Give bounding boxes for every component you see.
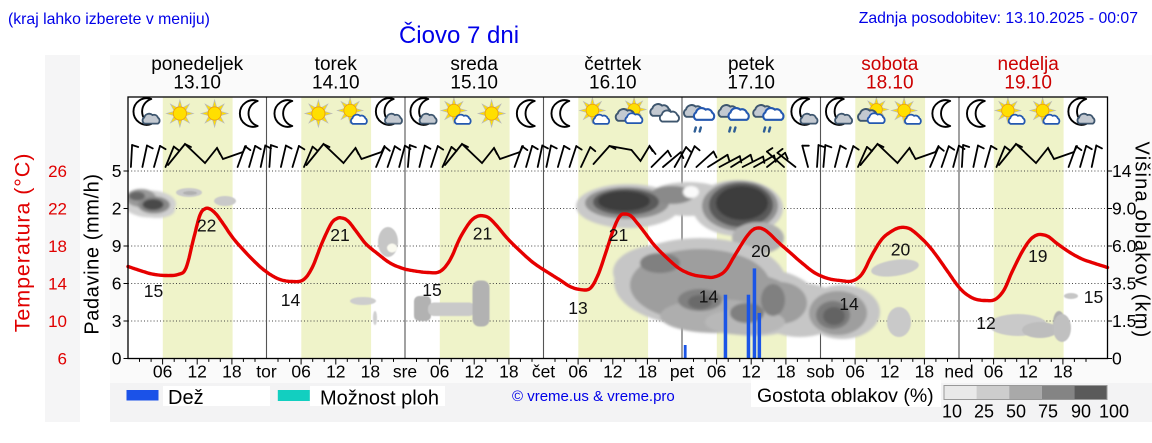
- svg-text:14: 14: [1112, 161, 1132, 181]
- svg-text:Možnost ploh: Možnost ploh: [320, 388, 439, 410]
- svg-text:(kraj lahko izberete v meniju): (kraj lahko izberete v meniju): [8, 11, 210, 28]
- svg-text:21: 21: [473, 224, 492, 244]
- svg-text:16.10: 16.10: [589, 73, 637, 94]
- svg-text:06: 06: [845, 362, 864, 382]
- svg-text:06: 06: [430, 362, 449, 382]
- svg-text:ned: ned: [944, 362, 973, 382]
- svg-text:19: 19: [1028, 246, 1047, 266]
- svg-text:Padavine (mm/h): Padavine (mm/h): [82, 173, 104, 334]
- svg-text:18: 18: [1053, 362, 1072, 382]
- svg-text:06: 06: [291, 362, 310, 382]
- svg-text:20: 20: [751, 241, 771, 261]
- svg-text:sre: sre: [393, 362, 417, 382]
- svg-text:Čiovo 7 dni: Čiovo 7 dni: [399, 21, 519, 49]
- svg-text:Dež: Dež: [168, 387, 204, 409]
- svg-text:18: 18: [915, 362, 934, 382]
- svg-text:18: 18: [222, 362, 241, 382]
- svg-text:18: 18: [361, 362, 380, 382]
- svg-text:15: 15: [144, 281, 163, 301]
- svg-text:18: 18: [499, 362, 518, 382]
- svg-text:torek: torek: [315, 54, 358, 75]
- svg-text:5: 5: [112, 161, 122, 181]
- svg-text:0: 0: [1112, 349, 1122, 369]
- svg-text:12: 12: [880, 362, 899, 382]
- svg-text:21: 21: [330, 225, 349, 245]
- svg-text:Zadnja posodobitev: 13.10.2025: Zadnja posodobitev: 13.10.2025 - 00:07: [859, 10, 1138, 27]
- svg-text:12: 12: [187, 362, 206, 382]
- svg-text:15: 15: [1084, 287, 1103, 307]
- svg-text:18: 18: [776, 362, 795, 382]
- svg-text:12: 12: [976, 313, 995, 333]
- svg-text:14: 14: [699, 287, 719, 307]
- svg-text:sob: sob: [806, 362, 834, 382]
- svg-text:6: 6: [112, 274, 122, 294]
- svg-text:14.10: 14.10: [312, 73, 360, 94]
- svg-text:12: 12: [603, 362, 622, 382]
- svg-text:13.10: 13.10: [173, 73, 221, 94]
- svg-text:13: 13: [568, 298, 587, 318]
- svg-text:nedelja: nedelja: [998, 54, 1060, 75]
- svg-text:14: 14: [48, 275, 67, 294]
- svg-text:50: 50: [1006, 402, 1026, 422]
- svg-text:tor: tor: [256, 362, 277, 382]
- svg-text:18: 18: [638, 362, 657, 382]
- svg-text:14: 14: [839, 294, 859, 314]
- svg-text:100: 100: [1099, 402, 1129, 422]
- svg-text:čet: čet: [532, 362, 555, 382]
- svg-text:17.10: 17.10: [727, 73, 775, 94]
- svg-text:21: 21: [609, 225, 628, 245]
- svg-text:9: 9: [112, 236, 122, 256]
- svg-text:26: 26: [48, 162, 67, 181]
- svg-text:četrtek: četrtek: [584, 54, 642, 75]
- svg-text:sobota: sobota: [861, 54, 918, 75]
- svg-text:Višina oblakov (km): Višina oblakov (km): [1131, 142, 1152, 339]
- svg-text:12: 12: [1018, 362, 1037, 382]
- svg-text:3: 3: [112, 311, 122, 331]
- svg-text:10: 10: [48, 312, 67, 331]
- svg-text:6.0: 6.0: [1112, 236, 1137, 256]
- svg-text:12: 12: [741, 362, 760, 382]
- svg-text:2: 2: [112, 199, 122, 219]
- svg-text:9.0: 9.0: [1112, 199, 1137, 219]
- svg-text:20: 20: [891, 240, 911, 260]
- svg-text:© vreme.us & vreme.pro: © vreme.us & vreme.pro: [512, 388, 675, 405]
- svg-text:90: 90: [1071, 402, 1091, 422]
- svg-text:12: 12: [464, 362, 483, 382]
- svg-text:sreda: sreda: [450, 54, 498, 75]
- svg-text:06: 06: [153, 362, 172, 382]
- svg-text:14: 14: [281, 290, 301, 310]
- svg-text:18.10: 18.10: [866, 73, 914, 94]
- svg-text:22: 22: [48, 200, 67, 219]
- svg-text:10: 10: [942, 402, 962, 422]
- svg-text:15.10: 15.10: [450, 73, 498, 94]
- svg-text:75: 75: [1038, 402, 1058, 422]
- svg-text:12: 12: [326, 362, 345, 382]
- svg-text:18: 18: [48, 237, 67, 256]
- svg-text:ponedeljek: ponedeljek: [151, 54, 243, 75]
- svg-text:1.5: 1.5: [1112, 311, 1136, 331]
- svg-text:06: 06: [707, 362, 726, 382]
- svg-text:22: 22: [197, 216, 216, 236]
- svg-text:petek: petek: [728, 54, 775, 75]
- svg-text:06: 06: [984, 362, 1003, 382]
- svg-text:pet: pet: [670, 362, 694, 382]
- svg-text:0: 0: [112, 349, 122, 369]
- svg-text:06: 06: [568, 362, 587, 382]
- svg-text:25: 25: [974, 402, 994, 422]
- svg-text:Temperatura (°C): Temperatura (°C): [11, 153, 35, 333]
- svg-text:6: 6: [58, 350, 67, 369]
- svg-text:3.5: 3.5: [1112, 274, 1136, 294]
- svg-text:19.10: 19.10: [1004, 73, 1052, 94]
- svg-text:15: 15: [422, 280, 441, 300]
- svg-text:Gostota oblakov (%): Gostota oblakov (%): [757, 385, 934, 407]
